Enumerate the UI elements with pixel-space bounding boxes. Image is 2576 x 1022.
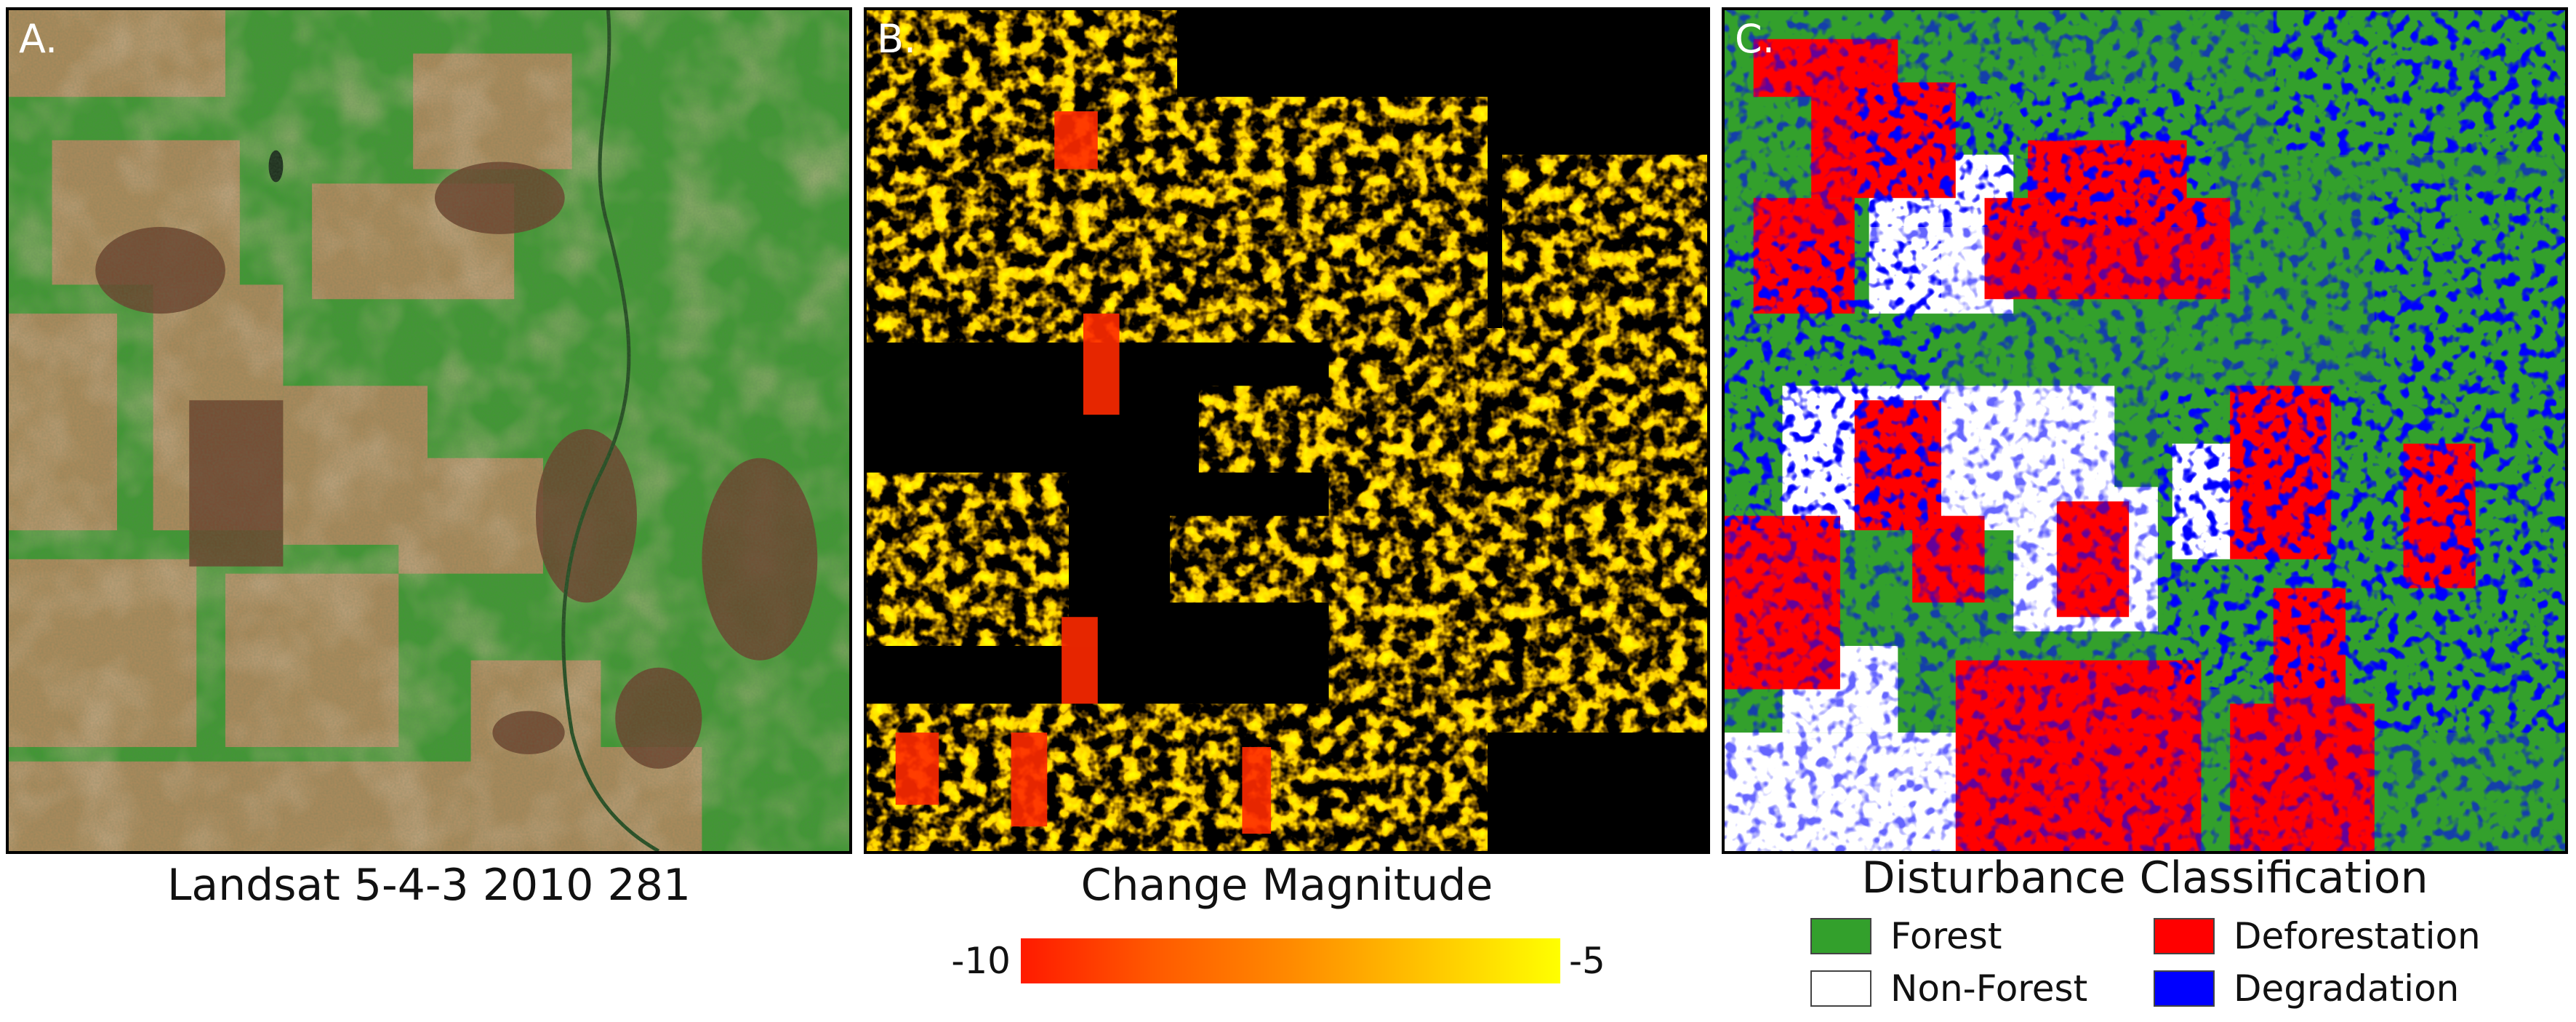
change-magnitude-colorbar bbox=[1021, 938, 1560, 983]
legend-label-non-forest: Non-Forest bbox=[1890, 967, 2088, 1010]
degradation-swatch bbox=[2154, 970, 2215, 1007]
panel-letter-b: B. bbox=[877, 16, 917, 62]
non-forest-swatch bbox=[1810, 970, 1871, 1007]
legend-label-forest: Forest bbox=[1890, 915, 2002, 957]
change-magnitude-map bbox=[867, 10, 1707, 851]
landsat-image bbox=[9, 10, 849, 851]
disturbance-classification-caption: Disturbance Classification bbox=[1861, 853, 2428, 903]
change-magnitude-panel: B. bbox=[864, 7, 1710, 854]
colorbar-min-label: -10 bbox=[951, 940, 1011, 982]
panel-letter-a: A. bbox=[19, 16, 58, 62]
deforestation-swatch bbox=[2154, 918, 2215, 954]
change-magnitude-caption: Change Magnitude bbox=[1080, 860, 1493, 911]
landsat-image-panel: A. bbox=[6, 7, 852, 854]
legend-label-deforestation: Deforestation bbox=[2234, 915, 2481, 957]
panel-letter-c: C. bbox=[1735, 16, 1775, 62]
forest-swatch bbox=[1810, 918, 1871, 954]
disturbance-classification-panel: C. bbox=[1722, 7, 2568, 854]
landsat-caption: Landsat 5-4-3 2010 281 bbox=[166, 860, 691, 911]
legend-label-degradation: Degradation bbox=[2234, 967, 2460, 1010]
disturbance-classification-map bbox=[1725, 10, 2565, 851]
colorbar-max-label: -5 bbox=[1569, 940, 1605, 982]
